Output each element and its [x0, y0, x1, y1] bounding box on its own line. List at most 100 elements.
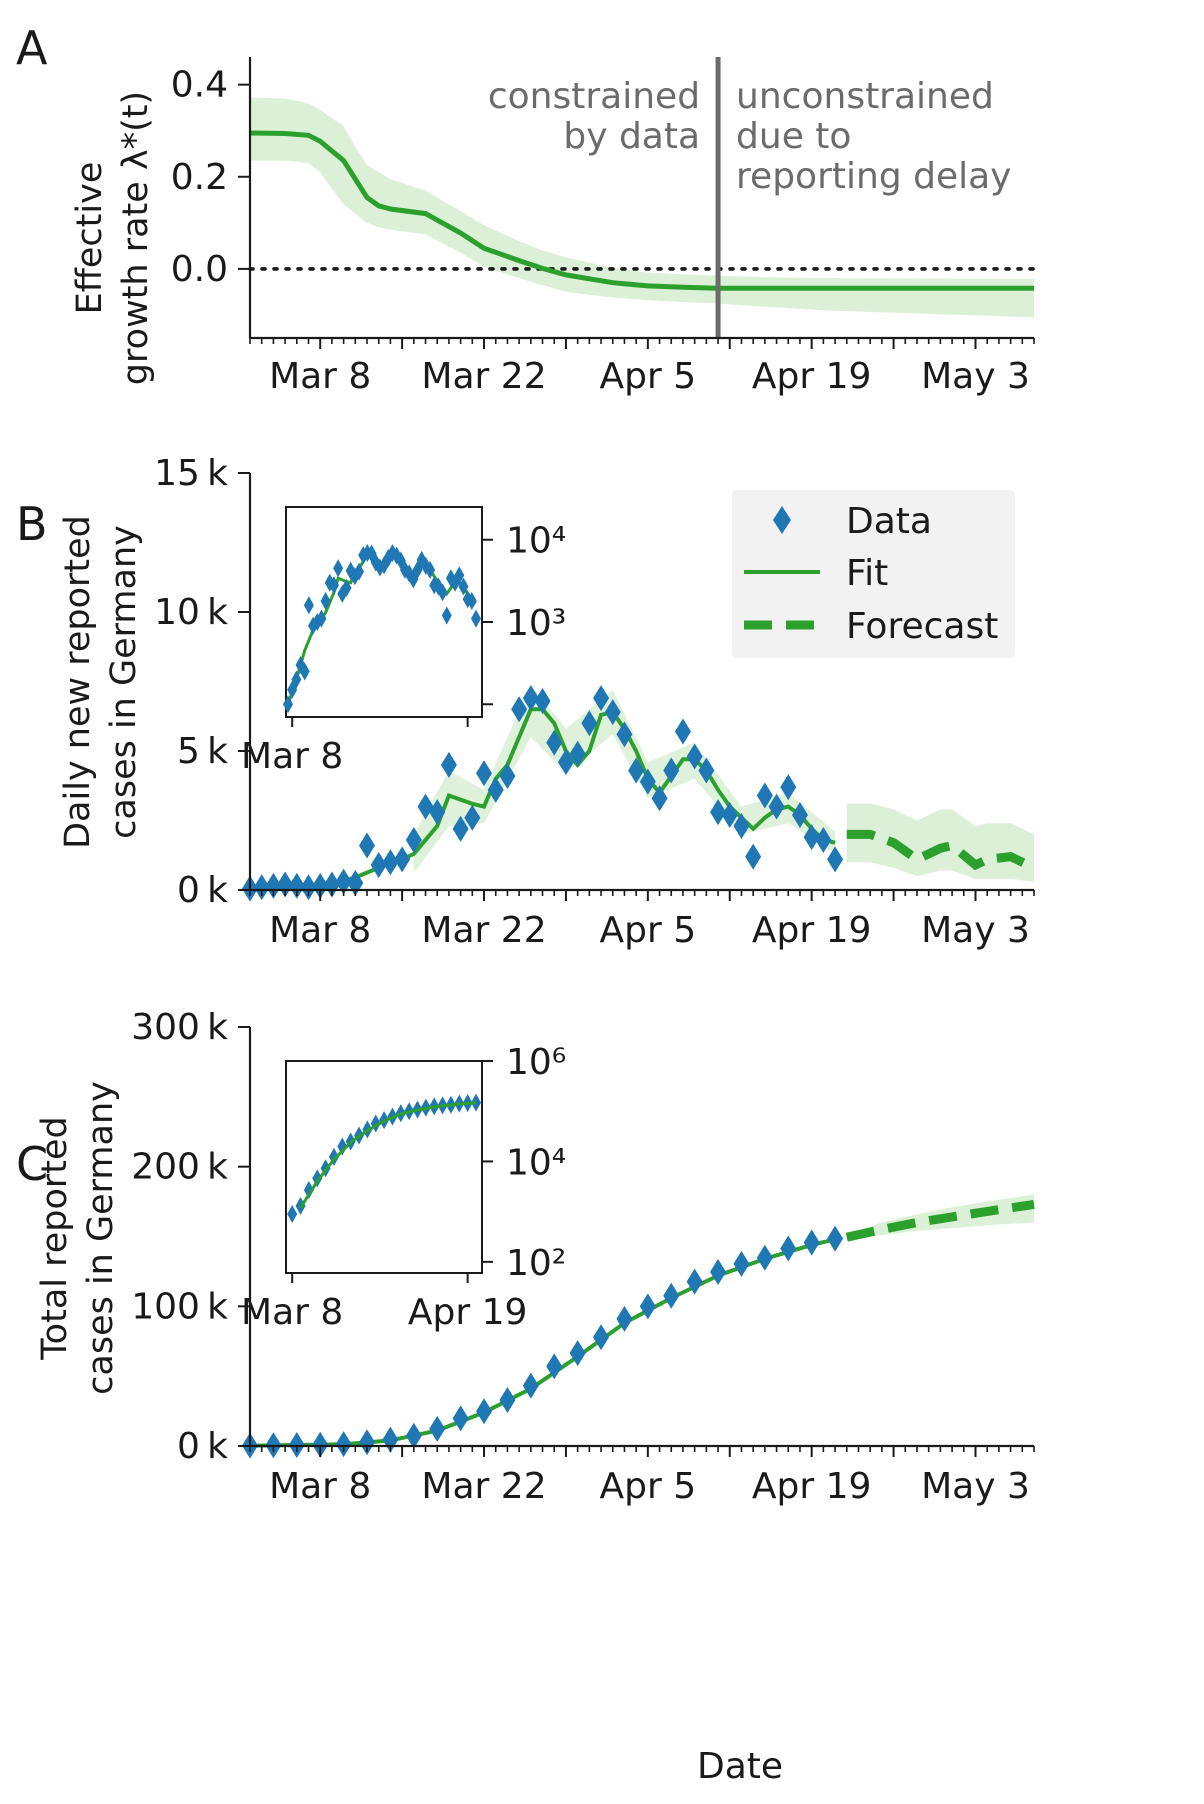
- inset-data-point: [299, 662, 310, 681]
- y-tick-label: 0.4: [171, 65, 228, 106]
- inset-y-tick-label: 10³: [506, 603, 566, 644]
- inset-data-point: [437, 583, 448, 602]
- legend-data-marker: [773, 506, 791, 534]
- y-axis-label: Daily new reported cases in Germany: [58, 515, 144, 849]
- data-point: [686, 743, 703, 770]
- y-tick-label: 0.0: [171, 249, 228, 290]
- y-axis-label: Effective growth rate λ*(t): [70, 91, 156, 385]
- y-tick-label: 0 k: [177, 870, 228, 911]
- fit-band: [413, 684, 836, 874]
- panel-letter-b: B: [16, 497, 48, 551]
- data-point: [651, 785, 668, 812]
- data-point: [780, 1235, 797, 1262]
- x-tick-label: Mar 22: [421, 1466, 546, 1507]
- y-tick-label: 100 k: [131, 1286, 228, 1327]
- inset-data-point: [291, 670, 302, 689]
- x-tick-label: Apr 5: [600, 356, 697, 397]
- legend-label: Forecast: [846, 606, 998, 647]
- y-axis-label: Total reported cases in Germany: [35, 1081, 121, 1395]
- data-point: [476, 760, 493, 787]
- y-tick-label: 0 k: [177, 1426, 228, 1467]
- x-tick-label: Mar 22: [421, 356, 546, 397]
- data-point: [733, 813, 750, 840]
- data-point: [288, 872, 305, 899]
- y-tick-label: 0.2: [171, 157, 228, 198]
- annotation-constrained: constrained: [488, 76, 700, 117]
- data-point: [382, 849, 399, 876]
- data-point: [710, 1258, 727, 1285]
- data-point: [557, 749, 574, 776]
- data-point: [827, 846, 844, 873]
- annotation-unconstrained: unconstrained: [736, 76, 994, 117]
- data-point: [604, 699, 621, 726]
- legend-box: [732, 490, 1015, 658]
- data-point: [487, 776, 504, 803]
- forecast-line: [846, 829, 1036, 872]
- data-point: [593, 685, 610, 712]
- inset-log-total: 10² 10⁴ 10⁶ Mar 8 Apr 19: [241, 1042, 566, 1333]
- y-tick-label: 300 k: [131, 1007, 228, 1048]
- inset-x-tick-label: Mar 8: [241, 1292, 343, 1333]
- forecast-line: [845, 1199, 1035, 1242]
- data-point: [312, 872, 329, 899]
- inset-data-point: [283, 695, 293, 714]
- data-point: [616, 721, 633, 748]
- inset-data-point: [328, 576, 339, 595]
- data-point: [511, 696, 528, 723]
- inset-data-point: [303, 1180, 314, 1199]
- data-point: [628, 757, 645, 784]
- legend-label: Fit: [846, 553, 888, 594]
- y-axis-label-line: cases in Germany: [81, 1081, 121, 1395]
- inset-frame: [285, 1060, 483, 1274]
- data-point: [710, 799, 727, 826]
- inset-x-tick-label: Apr 19: [408, 1292, 528, 1333]
- panel-letter-c: C: [16, 1137, 48, 1191]
- data-point: [569, 1340, 586, 1367]
- y-axis-label-line: growth rate λ*(t): [116, 91, 156, 385]
- annotation-unconstrained: reporting delay: [736, 156, 1011, 197]
- inset-y-tick-label: 10⁴: [506, 1142, 566, 1183]
- y-tick-label: 200 k: [131, 1147, 228, 1188]
- panel-c-total-cases: 0 k 100 k 200 k 300 k Mar 8 Mar 22 Apr 5 Apr 19…: [35, 1007, 1035, 1507]
- x-tick-label: Mar 22: [421, 910, 546, 951]
- inset-data-point: [454, 566, 465, 585]
- x-tick-label: Mar 8: [269, 356, 371, 397]
- y-axis-label-line: Daily new reported: [58, 515, 98, 849]
- data-point: [394, 846, 411, 873]
- y-axis-label-line: cases in Germany: [104, 525, 144, 839]
- data-point: [522, 1372, 539, 1399]
- data-point: [756, 782, 773, 809]
- data-point: [429, 1415, 446, 1442]
- inset-data-point: [354, 562, 365, 581]
- y-tick-label: 10 k: [154, 592, 228, 633]
- data-point: [499, 1387, 516, 1414]
- inset-y-tick-label: 10⁴: [506, 521, 566, 562]
- inset-data-point: [287, 1204, 298, 1223]
- inset-data-point: [341, 578, 352, 597]
- data-point: [815, 826, 832, 853]
- data-point: [756, 1244, 773, 1271]
- inset-data-point: [337, 1137, 348, 1156]
- panel-letter-a: A: [16, 21, 48, 75]
- x-tick-label: May 3: [921, 1466, 1030, 1507]
- x-axis-label: Date: [697, 1746, 783, 1787]
- data-point: [780, 774, 797, 801]
- inset-x-tick-label: Mar 8: [241, 736, 343, 777]
- data-point: [803, 1229, 820, 1256]
- data-point: [546, 729, 563, 756]
- data-point: [253, 874, 270, 901]
- y-tick-label: 15 k: [154, 453, 228, 494]
- x-tick-label: Apr 19: [752, 1466, 872, 1507]
- data-point: [745, 843, 762, 870]
- y-axis-label-line: Total reported: [35, 1116, 75, 1361]
- data-point: [417, 793, 434, 820]
- inset-data-point: [425, 560, 436, 579]
- inset-data-point: [458, 577, 469, 596]
- inset-y-tick-label: 10⁶: [506, 1042, 566, 1083]
- inset-data-point: [471, 1093, 481, 1112]
- data-point: [639, 768, 656, 795]
- panel-b-daily-cases: 0 k 5 k 10 k 15 k Mar 8 Mar 22 Apr 5 Apr 19 May …: [58, 453, 1036, 951]
- data-point: [593, 1324, 610, 1351]
- data-point: [768, 793, 785, 820]
